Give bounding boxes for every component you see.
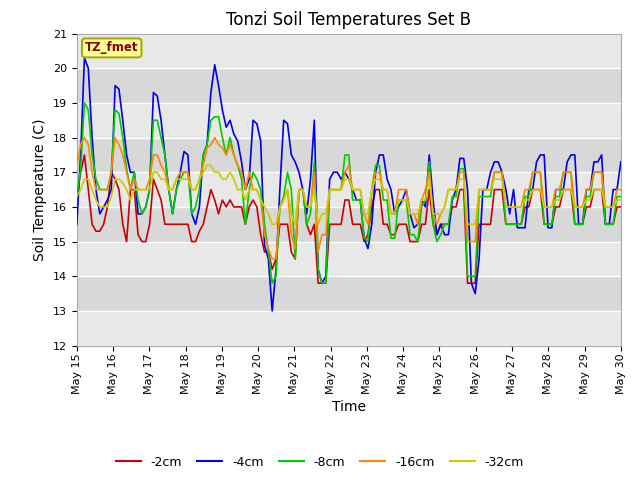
- Bar: [77, 103, 621, 138]
- Bar: [77, 207, 621, 241]
- Bar: [77, 241, 621, 276]
- Bar: [77, 138, 621, 172]
- Y-axis label: Soil Temperature (C): Soil Temperature (C): [33, 119, 47, 261]
- Bar: [77, 311, 621, 346]
- Title: Tonzi Soil Temperatures Set B: Tonzi Soil Temperatures Set B: [227, 11, 471, 29]
- Bar: [77, 172, 621, 207]
- Bar: [77, 276, 621, 311]
- Bar: [77, 34, 621, 68]
- Legend: -2cm, -4cm, -8cm, -16cm, -32cm: -2cm, -4cm, -8cm, -16cm, -32cm: [111, 451, 529, 474]
- Text: TZ_fmet: TZ_fmet: [85, 41, 138, 54]
- X-axis label: Time: Time: [332, 400, 366, 414]
- Bar: [77, 68, 621, 103]
